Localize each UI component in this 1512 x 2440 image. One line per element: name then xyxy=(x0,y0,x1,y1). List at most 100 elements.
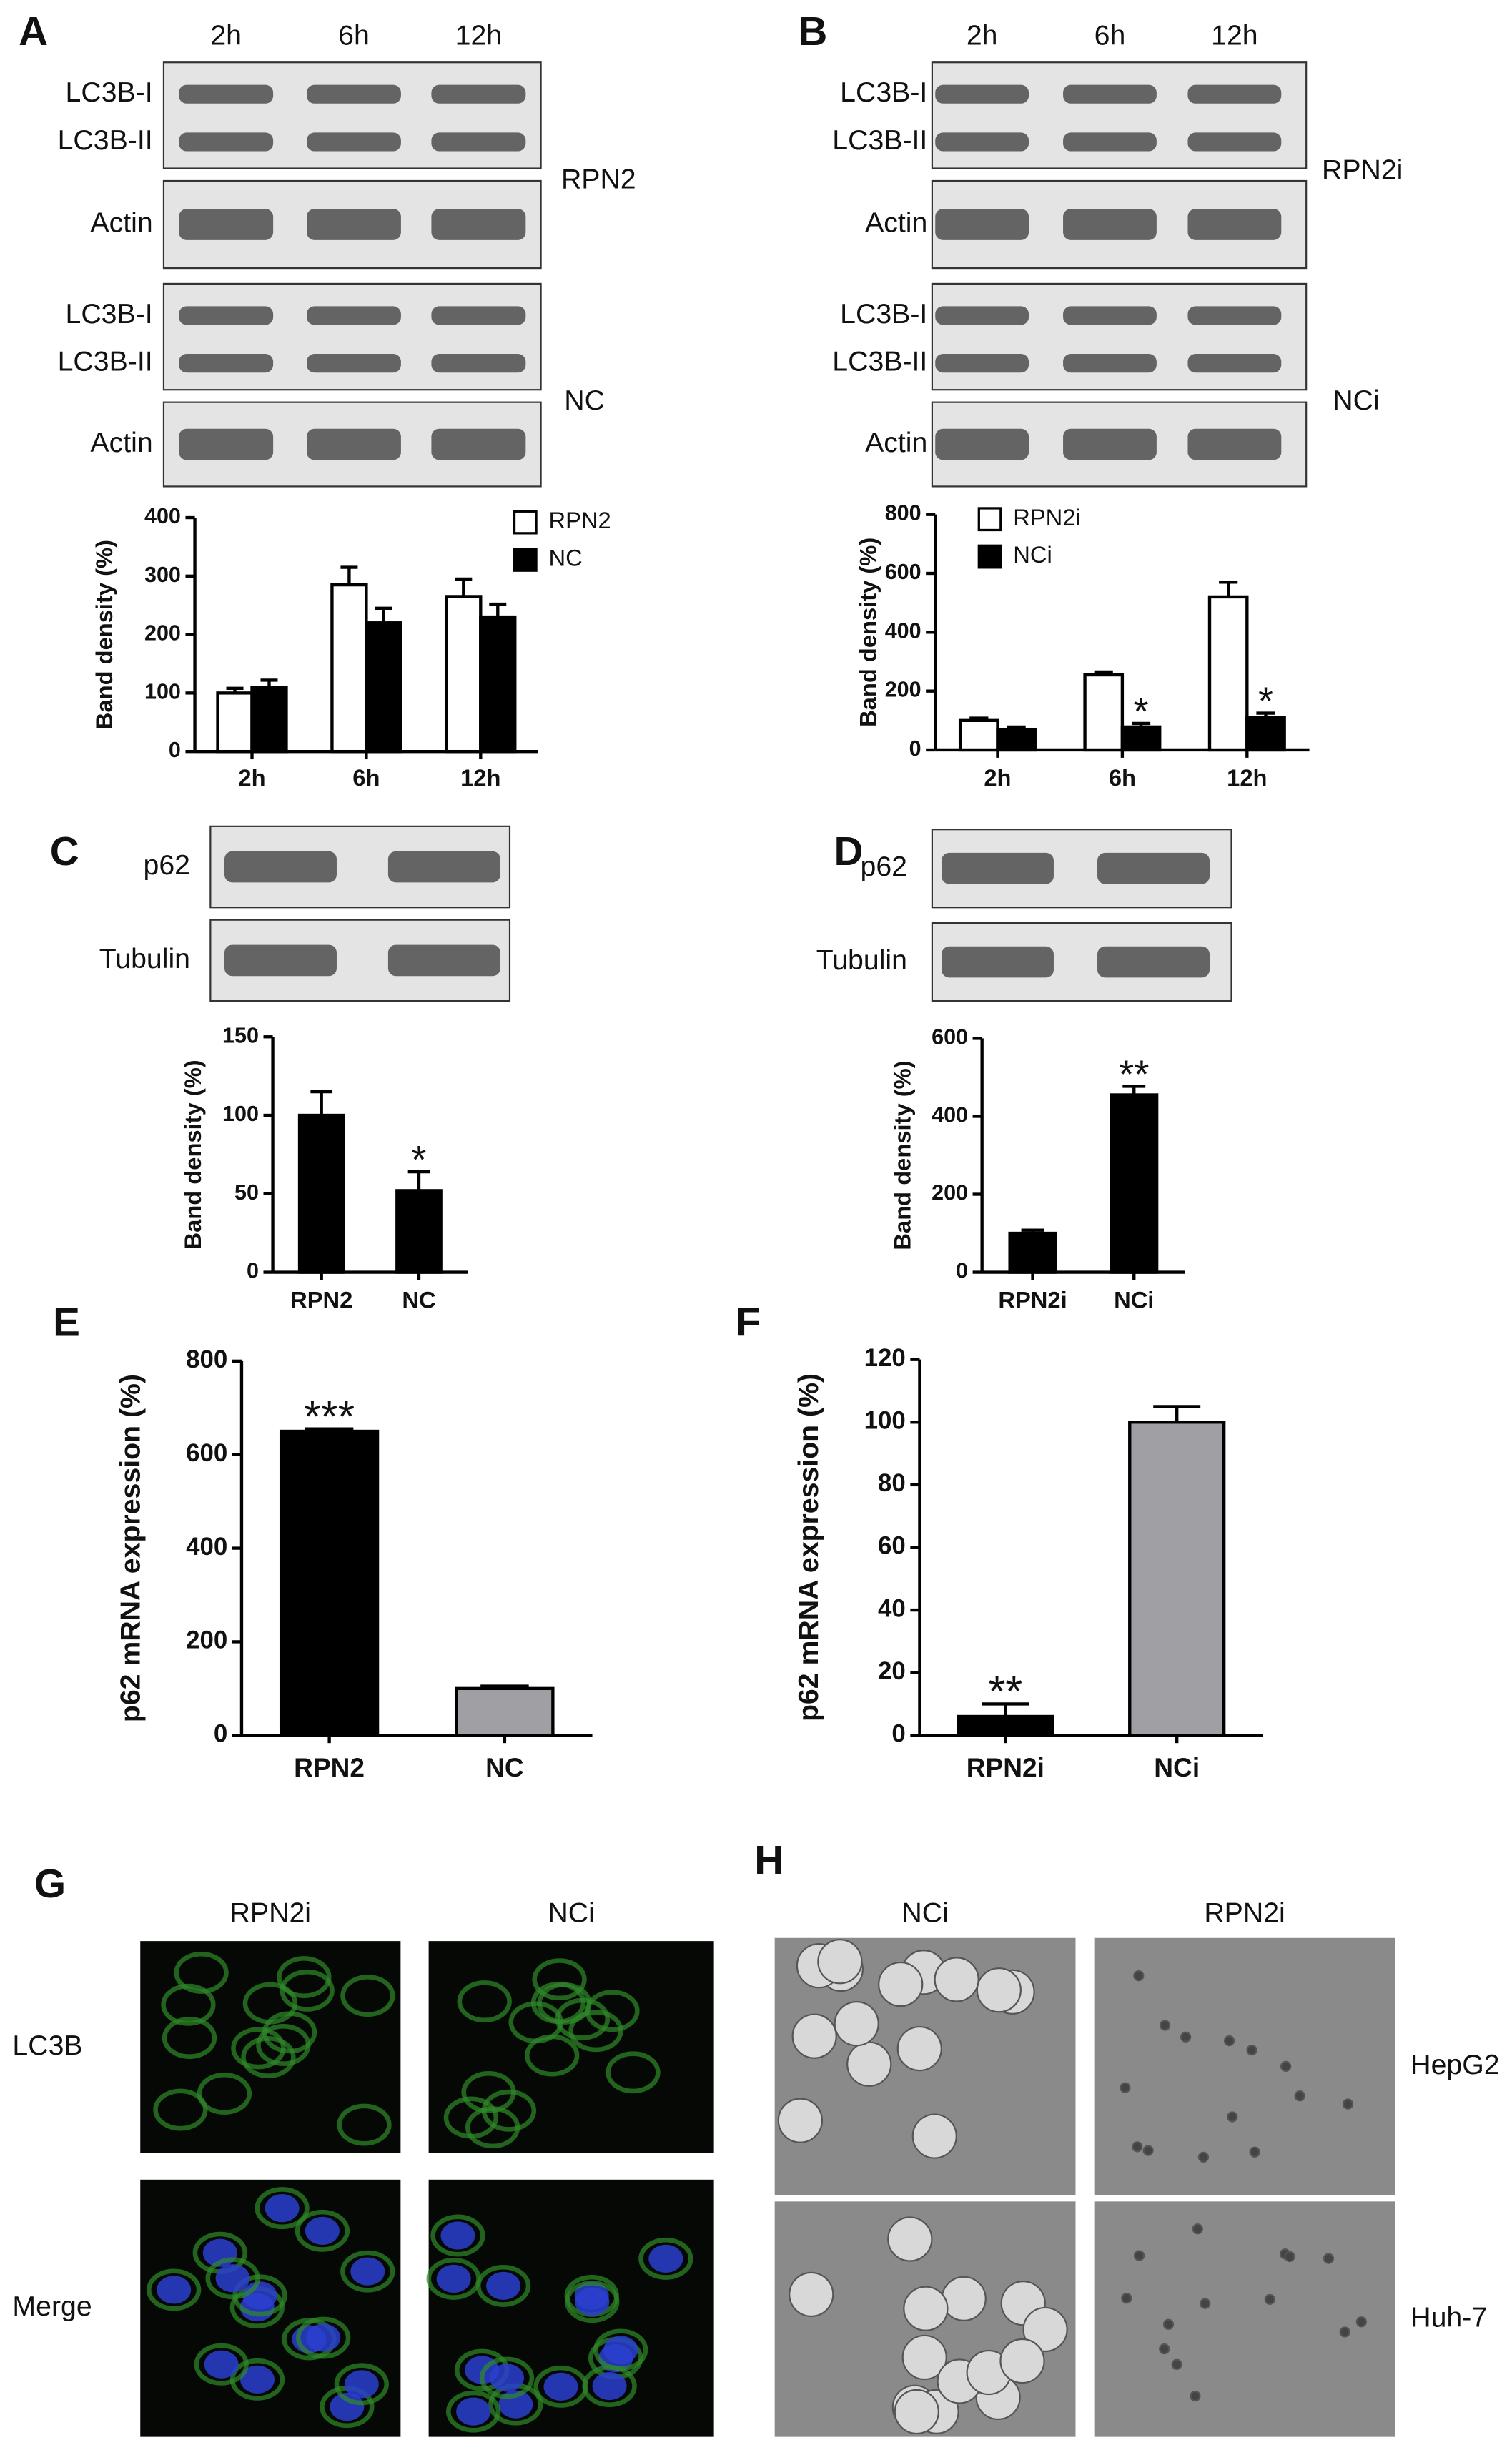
blot-band xyxy=(1187,84,1282,104)
blot-band xyxy=(1063,354,1157,373)
micrograph xyxy=(774,1937,1076,2195)
row-label: LC3B-II xyxy=(832,124,927,156)
y-tick-label: 40 xyxy=(878,1594,906,1622)
row-label: LC3B-I xyxy=(66,298,153,330)
image-bg xyxy=(428,1941,714,2153)
bar xyxy=(1008,1231,1057,1274)
vesicle xyxy=(941,2276,987,2321)
cell xyxy=(153,2088,208,2131)
significance: ** xyxy=(989,1667,1023,1716)
cell xyxy=(162,2017,217,2059)
row-label: Merge xyxy=(12,2291,92,2322)
row-label: LC3B xyxy=(12,2030,82,2061)
blot-band xyxy=(935,306,1029,325)
cell xyxy=(481,2089,537,2132)
x-tick-label: 12h xyxy=(1227,764,1267,791)
vesicle xyxy=(1294,2090,1305,2102)
vesicle xyxy=(1264,2293,1275,2306)
lane-label: 12h xyxy=(455,20,502,51)
nucleus xyxy=(592,2371,627,2401)
row-label: LC3B-I xyxy=(840,298,927,330)
cell xyxy=(197,2073,252,2115)
y-axis-label: Band density (%) xyxy=(854,538,881,727)
blot-band xyxy=(935,209,1029,240)
micrograph xyxy=(140,1941,401,2153)
x-tick-label: RPN2i xyxy=(998,1287,1067,1313)
vesicle xyxy=(1171,2358,1182,2370)
row-label: HepG2 xyxy=(1410,2049,1499,2080)
nucleus xyxy=(436,2264,471,2293)
lane-label: 6h xyxy=(1095,20,1126,51)
blot-band xyxy=(941,852,1054,884)
panel-letter: C xyxy=(50,829,79,874)
blot-band xyxy=(935,354,1029,373)
nucleus xyxy=(157,2276,192,2304)
cell xyxy=(537,1982,592,2025)
blot-band xyxy=(179,428,274,460)
legend-swatch xyxy=(513,548,538,572)
row-label: Actin xyxy=(865,207,927,238)
cell xyxy=(242,1982,298,2025)
blot-band xyxy=(179,84,274,104)
blot-band xyxy=(431,306,526,325)
y-tick-label: 400 xyxy=(144,504,181,528)
vesicle xyxy=(1190,2390,1201,2402)
nucleus xyxy=(440,2221,475,2250)
micrograph xyxy=(1094,2201,1395,2437)
y-tick-label: 50 xyxy=(234,1180,259,1205)
vesicle xyxy=(1192,2223,1203,2235)
cell xyxy=(295,2209,350,2252)
row-label: Huh-7 xyxy=(1410,2301,1487,2333)
blot-band xyxy=(1097,852,1210,884)
blot-band xyxy=(1187,354,1282,373)
y-tick-label: 600 xyxy=(932,1024,968,1049)
cell xyxy=(340,1975,395,2017)
column-label: NCi xyxy=(548,1897,594,1928)
bar xyxy=(957,1714,1054,1737)
cell xyxy=(280,1969,335,2012)
vesicle xyxy=(817,1939,863,1985)
x-tick-label: RPN2 xyxy=(290,1287,352,1313)
blot-band xyxy=(1063,84,1157,104)
bar xyxy=(1128,1421,1226,1737)
y-axis-label: Band density (%) xyxy=(179,1060,206,1249)
x-tick-label: 2h xyxy=(238,764,265,791)
vesicle xyxy=(1162,2318,1175,2330)
blot-band xyxy=(306,209,401,240)
panel-letter: E xyxy=(53,1300,80,1345)
vesicle xyxy=(791,2013,837,2059)
blot-strip xyxy=(162,282,542,391)
bar xyxy=(1245,716,1286,752)
y-tick-label: 600 xyxy=(885,560,921,584)
blot-band xyxy=(941,946,1054,978)
y-tick-label: 150 xyxy=(222,1023,259,1047)
column-label: NCi xyxy=(901,1897,948,1928)
x-tick-label: NCi xyxy=(1114,1287,1154,1313)
bar xyxy=(445,595,483,754)
vesicle xyxy=(887,2216,933,2262)
panel-letter: B xyxy=(798,9,827,54)
bar xyxy=(1207,595,1249,752)
legend-label: RPN2 xyxy=(549,507,611,533)
bar xyxy=(250,686,288,754)
blot-band xyxy=(1187,306,1282,325)
y-tick-label: 300 xyxy=(144,563,181,587)
vesicle xyxy=(1132,2141,1143,2153)
nucleus xyxy=(240,2365,275,2394)
blot-band xyxy=(431,132,526,152)
cell xyxy=(174,1951,229,1994)
x-tick-label: NC xyxy=(485,1752,524,1782)
row-label: Tubulin xyxy=(99,943,190,974)
vesicle xyxy=(901,2334,947,2381)
blot-band xyxy=(1187,209,1282,240)
vesicle xyxy=(846,2041,892,2087)
y-tick-label: 60 xyxy=(878,1532,906,1560)
row-label: LC3B-I xyxy=(840,76,927,108)
cell xyxy=(606,2051,661,2094)
vesicle xyxy=(1355,2316,1368,2328)
vesicle xyxy=(896,2025,942,2072)
x-tick-label: 6h xyxy=(1109,764,1136,791)
y-tick-label: 200 xyxy=(885,678,921,702)
cell xyxy=(340,2250,395,2293)
x-tick-label: 2h xyxy=(984,764,1011,791)
